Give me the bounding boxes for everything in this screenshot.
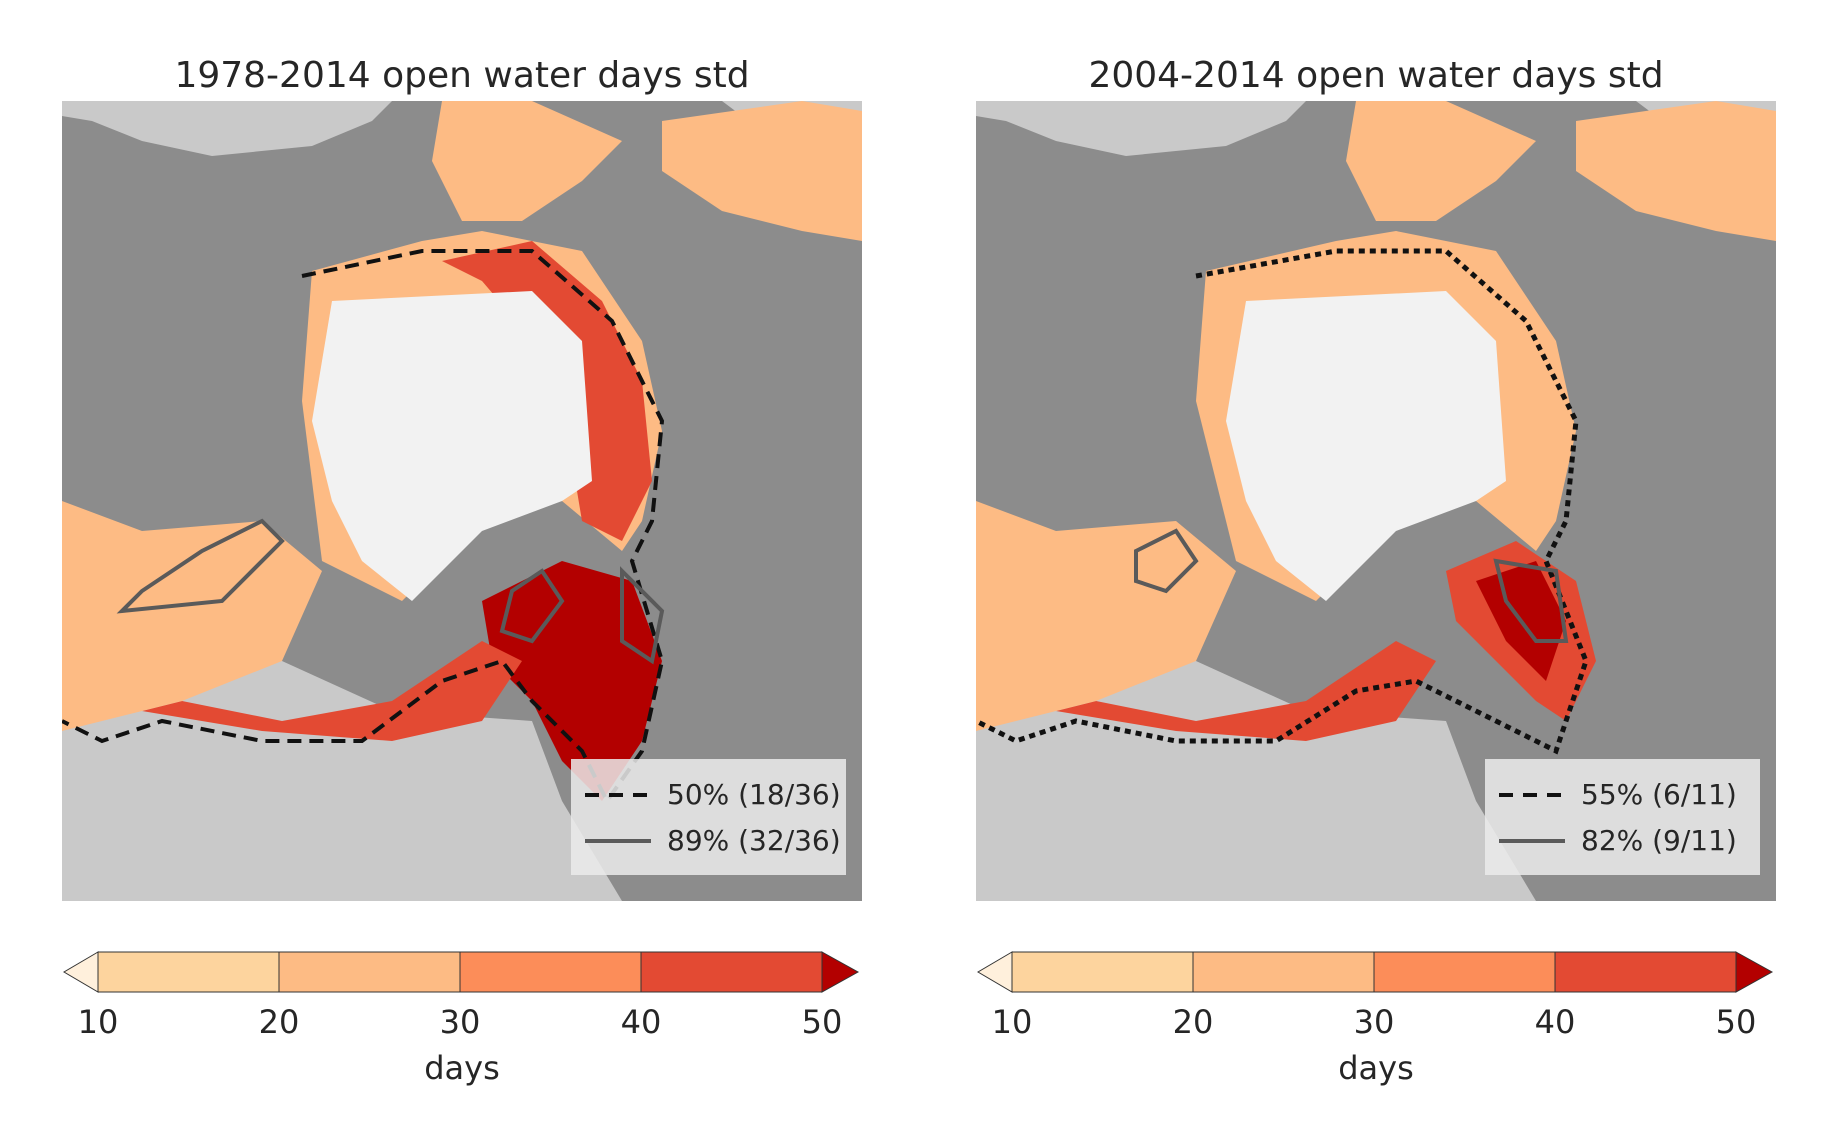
sea-orange <box>1346 101 1536 221</box>
legend-label: 55% (6/11) <box>1581 778 1737 811</box>
colorbar-label: days <box>1338 1049 1414 1087</box>
colorbar-tick: 30 <box>1353 1003 1395 1041</box>
legend-label: 50% (18/36) <box>667 778 841 811</box>
panel-title: 2004-2014 open water days std <box>1088 55 1664 96</box>
arctic-map: 55% (6/11) 82% (9/11) <box>976 101 1776 901</box>
colorbar <box>977 951 1774 993</box>
land-light <box>976 101 1306 156</box>
colorbar-bin <box>459 951 642 993</box>
colorbar-tick: 10 <box>77 1003 119 1041</box>
colorbar-tick: 20 <box>1172 1003 1214 1041</box>
colorbar-label: days <box>424 1049 500 1087</box>
colorbar-over-arrow <box>821 951 860 993</box>
colorbar-tick: 50 <box>1715 1003 1757 1041</box>
colorbar-bin <box>1192 951 1375 993</box>
colorbar-tick: 40 <box>620 1003 662 1041</box>
colorbar-over-arrow <box>1735 951 1774 993</box>
legend-item-solid: 89% (32/36) <box>571 819 846 863</box>
colorbar-under-arrow <box>63 951 99 993</box>
map-legend: 55% (6/11) 82% (9/11) <box>1485 759 1760 875</box>
sea-orange <box>62 501 322 731</box>
sea-red <box>1056 641 1436 741</box>
sea-ice <box>1226 291 1506 601</box>
panel-1978-2014: 1978-2014 open water days std 50% (18/36… <box>62 0 862 1143</box>
sea-orange <box>432 101 622 221</box>
sea-orange <box>1576 101 1776 241</box>
colorbar-under-arrow <box>977 951 1013 993</box>
sea-deep-red <box>482 561 662 801</box>
legend-item-solid: 82% (9/11) <box>1485 819 1760 863</box>
contour-50pct <box>62 249 665 805</box>
colorbar-tick: 20 <box>258 1003 300 1041</box>
map-legend: 50% (18/36) 89% (32/36) <box>571 759 846 875</box>
colorbar-bin <box>1011 951 1194 993</box>
contour-55pct <box>976 248 1589 755</box>
panel-2004-2014: 2004-2014 open water days std 55% (6/11) <box>976 0 1776 1143</box>
sea-red <box>442 241 652 541</box>
colorbar <box>63 951 860 993</box>
legend-item-dashed: 50% (18/36) <box>571 773 846 817</box>
sea-orange <box>662 101 862 241</box>
colorbar-tick: 50 <box>801 1003 843 1041</box>
solid-line-swatch <box>1499 839 1565 843</box>
colorbar-bin <box>1554 951 1737 993</box>
colorbar-bin <box>278 951 461 993</box>
panel-title: 1978-2014 open water days std <box>174 55 750 96</box>
colorbar-tick: 40 <box>1534 1003 1576 1041</box>
dashed-line-swatch <box>585 793 651 797</box>
legend-item-dashed: 55% (6/11) <box>1485 773 1760 817</box>
solid-line-swatch <box>585 839 651 843</box>
legend-label: 82% (9/11) <box>1581 824 1737 857</box>
colorbar-bin <box>640 951 823 993</box>
colorbar-tick: 30 <box>439 1003 481 1041</box>
contour-82pct <box>1134 528 1569 643</box>
arctic-map: 50% (18/36) 89% (32/36) <box>62 101 862 901</box>
colorbar-bin <box>97 951 280 993</box>
sea-red <box>142 641 522 741</box>
legend-label: 89% (32/36) <box>667 824 841 857</box>
land-light <box>62 101 392 156</box>
sea-orange <box>976 501 1236 731</box>
colorbar-tick: 10 <box>991 1003 1033 1041</box>
colorbar-bin <box>1373 951 1556 993</box>
dashed-line-swatch <box>1499 793 1565 797</box>
sea-ice <box>312 291 592 601</box>
map-graphic <box>62 101 862 901</box>
contour-89pct <box>116 518 665 665</box>
